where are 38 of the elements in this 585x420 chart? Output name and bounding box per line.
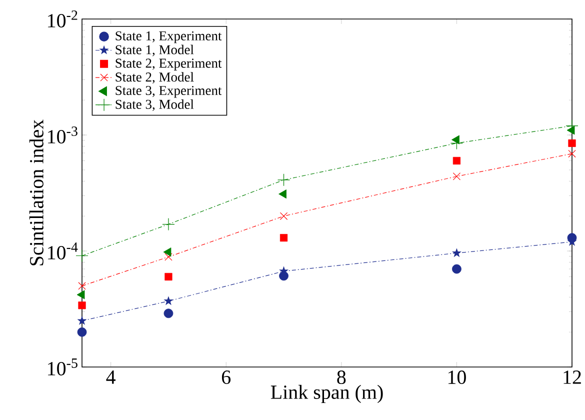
y-axis-title: Scintillation index	[29, 120, 44, 266]
point	[78, 302, 86, 310]
point	[277, 174, 290, 186]
point	[278, 189, 286, 199]
y-tick-label: 10$^{-2}$	[48, 10, 78, 28]
point	[452, 264, 462, 274]
x-tick-label: 10	[448, 370, 466, 384]
y-tick-label: 10$^{-4}$	[48, 242, 78, 260]
point	[164, 272, 172, 281]
point	[452, 172, 461, 180]
legend-label: State 3, Model	[116, 99, 194, 111]
point	[164, 296, 174, 306]
x-tick-label: 4	[106, 370, 116, 384]
point	[280, 212, 288, 220]
legend-label: State 2, Model	[116, 72, 194, 84]
x-tick-label: 8	[337, 370, 346, 384]
point	[162, 218, 175, 231]
x-axis-title: Link span (m)	[270, 384, 383, 404]
legend-label: State 2, Experiment	[116, 58, 222, 70]
point	[164, 308, 174, 318]
legend-label: State 1, Experiment	[116, 31, 222, 44]
x-tick-label: 6	[222, 370, 231, 384]
point	[164, 253, 172, 261]
y-tick-label: 10$^{-3}$	[48, 126, 78, 144]
point	[568, 139, 576, 147]
legend-label: State 3, Experiment	[116, 86, 222, 98]
point	[452, 156, 461, 165]
point	[280, 234, 288, 242]
point	[568, 150, 576, 158]
y-tick-label: 10$^{-5}$	[48, 358, 78, 376]
point	[452, 248, 462, 258]
point	[163, 247, 172, 257]
point	[77, 316, 87, 325]
point	[78, 282, 86, 290]
legend-label: State 1, Model	[116, 44, 194, 56]
x-tick-label: 12	[564, 370, 581, 384]
point	[76, 290, 85, 300]
point	[77, 327, 87, 337]
